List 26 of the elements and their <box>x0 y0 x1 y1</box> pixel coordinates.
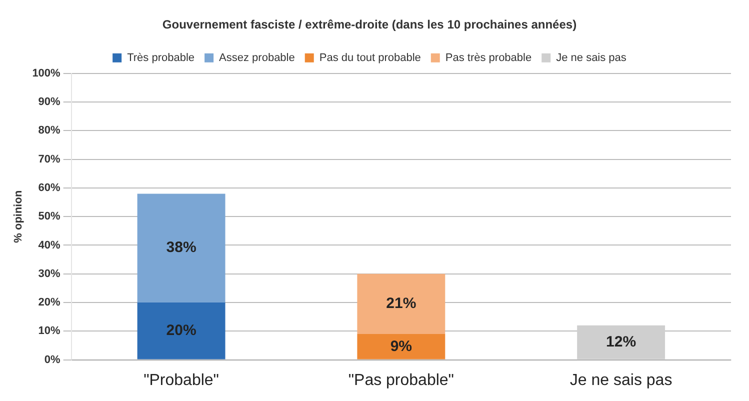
data-label: 20% <box>166 322 196 340</box>
legend-label: Très probable <box>127 52 195 64</box>
legend-label: Pas du tout probable <box>319 52 421 64</box>
y-tick-label: 90% <box>38 96 61 108</box>
x-tick-label: Je ne sais pas <box>570 372 672 389</box>
y-tick-label: 0% <box>44 354 61 366</box>
y-tick-label: 30% <box>38 268 61 280</box>
y-tick-label: 60% <box>38 182 61 194</box>
y-tick-label: 10% <box>38 325 61 338</box>
data-label: 38% <box>166 239 196 256</box>
y-axis-title: % opinion <box>12 190 25 243</box>
y-tick-label: 80% <box>38 124 61 137</box>
legend-label: Je ne sais pas <box>556 52 627 64</box>
chart-title: Gouvernement fasciste / extrême-droite (dans les 10 prochaines années) <box>162 18 577 32</box>
y-tick-label: 100% <box>32 67 61 80</box>
data-label: 21% <box>386 295 416 312</box>
data-label: 9% <box>390 338 412 355</box>
y-tick-label: 50% <box>38 210 61 223</box>
legend-label: Pas très probable <box>445 52 532 64</box>
data-label: 12% <box>606 334 636 351</box>
y-tick-label: 40% <box>38 239 61 252</box>
x-tick-label: "Pas probable" <box>348 372 454 389</box>
legend-label: Assez probable <box>219 52 295 64</box>
x-tick-label: "Probable" <box>144 372 219 389</box>
y-tick-label: 20% <box>38 296 61 309</box>
y-tick-label: 70% <box>38 153 61 166</box>
